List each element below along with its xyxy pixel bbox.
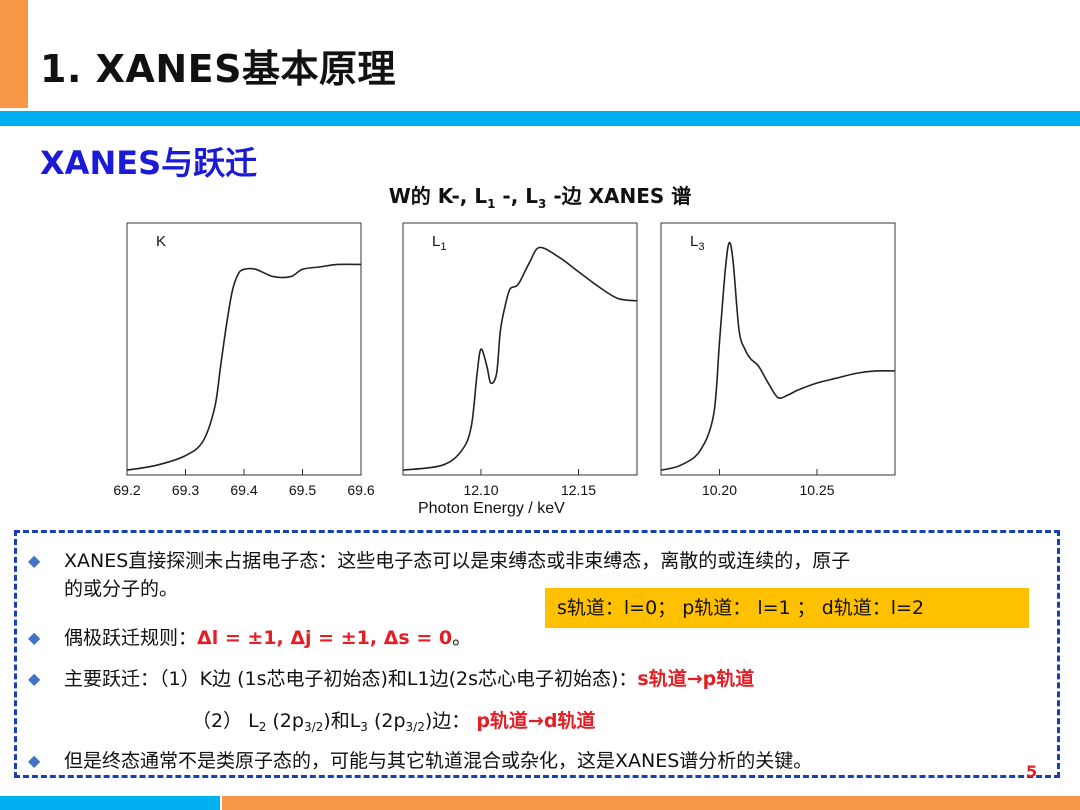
x-tick-label: 10.20 (702, 482, 737, 498)
subscript: 3 (360, 720, 368, 734)
caption-text: -, L (495, 184, 539, 208)
header-accent-bar (0, 0, 28, 108)
header-divider (0, 111, 1080, 126)
page-number: 5 (1026, 762, 1038, 781)
page-title: 1. XANES基本原理 (40, 47, 396, 91)
bullet-text: 主要跃迁：（1）K边 (1s芯电子初始态)和L1边(2s芯心电子初始态)： (64, 668, 638, 690)
caption-text: -边 XANES 谱 (546, 184, 692, 208)
figure-caption: W的 K-, L1 -, L3 -边 XANES 谱 (340, 180, 740, 211)
bullet-4: ◆ 但是终态通常不是类原子态的，可能与其它轨道混合或杂化，这是XANES谱分析的… (28, 747, 813, 775)
diamond-bullet-icon: ◆ (28, 751, 41, 770)
bullet-text: 偶极跃迁规则： (64, 627, 198, 649)
subscript: 3/2 (405, 720, 425, 734)
bullet-text: (2p (266, 710, 304, 732)
bullet-1: ◆ XANES直接探测未占据电子态：这些电子态可以是束缚态或非束缚态，离散的或连… (28, 547, 1054, 603)
chart-l1-svg: L1 12.10 12.15 (402, 222, 638, 498)
chart-l3-edge: L3 10.20 10.25 (660, 222, 896, 516)
bullet-text: 的或分子的。 (64, 578, 179, 600)
bullet-3: ◆ 主要跃迁：（1）K边 (1s芯电子初始态)和L1边(2s芯心电子初始态)：s… (28, 665, 755, 693)
panel-label-subscript: 1 (440, 241, 446, 253)
x-tick-label: 69.2 (113, 482, 140, 498)
chart-l1-edge: L1 12.10 12.15 (402, 222, 638, 516)
panel-label: L1 (432, 233, 446, 253)
footer-bar-blue (0, 796, 220, 810)
panel-label: L3 (690, 233, 704, 253)
bullet-text: 。 (452, 627, 472, 649)
plot-frame (126, 222, 362, 476)
panel-label: K (156, 233, 166, 250)
x-tick-label: 10.25 (799, 482, 834, 498)
caption-subscript: 1 (487, 197, 496, 211)
dipole-rule: Δl = ±1, Δj = ±1, Δs = 0 (197, 627, 453, 649)
x-tick-label: 12.10 (463, 482, 498, 498)
bullet-3-sub: （2） L2 (2p3/2)和L3 (2p3/2)边： p轨道→d轨道 (192, 707, 595, 741)
spectrum-line (126, 263, 362, 471)
x-tick-label: 12.15 (561, 482, 596, 498)
x-tick-label: 69.4 (230, 482, 257, 498)
chart-k-svg: K 69.2 69.3 69.4 69.5 69.6 (113, 222, 375, 498)
spectrum-line (660, 241, 896, 471)
caption-subscript: 3 (538, 197, 547, 211)
transition-p-to-d: p轨道→d轨道 (476, 710, 596, 732)
x-tick-label: 69.6 (347, 482, 374, 498)
bullet-text: (2p (367, 710, 406, 732)
spectrum-line (402, 246, 638, 471)
bullet-text: )边： (424, 710, 471, 732)
footer-bar-orange (222, 796, 1080, 810)
x-axis-title: Photon Energy / keV (418, 500, 565, 517)
chart-l3-svg: L3 10.20 10.25 (660, 222, 896, 498)
plot-frame (660, 222, 896, 476)
section-title: XANES与跃迁 (40, 144, 258, 182)
subscript: 3/2 (303, 720, 324, 734)
bullet-2: ◆ 偶极跃迁规则：Δl = ±1, Δj = ±1, Δs = 0。 (28, 624, 472, 652)
bullet-text: 但是终态通常不是类原子态的，可能与其它轨道混合或杂化，这是XANES谱分析的关键… (64, 750, 813, 772)
subscript: 2 (258, 720, 267, 734)
plot-frame (402, 222, 638, 476)
transition-s-to-p: s轨道→p轨道 (637, 668, 755, 690)
x-tick-label: 69.5 (289, 482, 316, 498)
x-tick-label: 69.3 (172, 482, 199, 498)
diamond-bullet-icon: ◆ (28, 551, 41, 570)
diamond-bullet-icon: ◆ (28, 628, 41, 647)
chart-k-edge: K 69.2 69.3 69.4 69.5 69.6 (113, 222, 375, 516)
bullet-text: （2） L (192, 710, 259, 732)
diamond-bullet-icon: ◆ (28, 669, 41, 688)
caption-text: W的 K-, L (388, 184, 488, 208)
orbital-note: s轨道：l=0； p轨道： l=1 ； d轨道：l=2 (545, 588, 1029, 628)
bullet-text: )和L (323, 710, 361, 732)
panel-label-subscript: 3 (698, 241, 704, 253)
bullet-text: XANES直接探测未占据电子态：这些电子态可以是束缚态或非束缚态，离散的或连续的… (64, 550, 851, 572)
notes-box (14, 530, 1060, 778)
